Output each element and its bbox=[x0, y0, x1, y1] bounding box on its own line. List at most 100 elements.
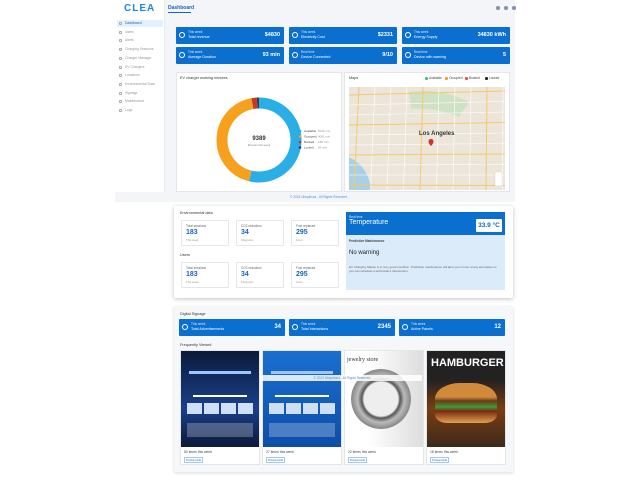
image-bar bbox=[275, 395, 329, 397]
menu-icon bbox=[119, 91, 122, 95]
page-title: Dashboard bbox=[168, 5, 195, 11]
image-tile bbox=[269, 403, 284, 414]
signage-card: This week Active Panels 12 bbox=[399, 319, 505, 336]
map-legend-dot bbox=[465, 77, 468, 80]
image-text: jewelry store bbox=[347, 357, 379, 363]
overlay-footer: © 2023 Ubiquitous - All Rights Reserved bbox=[262, 375, 422, 381]
logo: CLEA bbox=[124, 3, 156, 14]
stat-icon bbox=[405, 52, 411, 58]
item-views: 27 times this week bbox=[266, 450, 294, 454]
legend-dot bbox=[298, 140, 302, 144]
menu-icon bbox=[119, 109, 122, 112]
stat-card: Real time Device with warning 5 bbox=[402, 47, 510, 64]
item-tag: Product Ads bbox=[184, 457, 204, 463]
map-road bbox=[349, 184, 505, 186]
footer: © 2023 Ubiquitous - All Rights Reserved bbox=[290, 195, 347, 199]
signage-label: Active Panels bbox=[411, 327, 433, 331]
signage-period: This week bbox=[411, 322, 426, 326]
map-road bbox=[485, 87, 488, 190]
map-road bbox=[403, 87, 408, 190]
map-legend-name: Locked bbox=[489, 76, 500, 80]
legend-name: Locked bbox=[304, 146, 314, 150]
stat-label: Electricity Cost bbox=[301, 35, 325, 39]
temperature-value: 33.9 °C bbox=[476, 219, 502, 232]
menu-icon bbox=[119, 30, 122, 34]
map: Los Angeles bbox=[349, 87, 505, 190]
map-road bbox=[349, 90, 505, 96]
signage-period: This week bbox=[301, 322, 316, 326]
section-title: Frequently Viewed bbox=[180, 343, 212, 347]
legend-value: 5046 min bbox=[318, 129, 331, 133]
chart-title: EV charger working minutes bbox=[180, 76, 228, 80]
map-road bbox=[349, 164, 505, 166]
item-tag: Product Ads bbox=[266, 457, 286, 463]
menu-icon bbox=[119, 82, 122, 86]
stat-label: Total revenue bbox=[188, 35, 210, 39]
menu-icon bbox=[119, 56, 122, 60]
item-image: jewelry store bbox=[345, 351, 423, 447]
metric-value: 183 bbox=[186, 271, 198, 278]
signage-label: Total Interactions bbox=[301, 327, 329, 331]
stat-card: This week Total revenue $4830 bbox=[176, 27, 284, 44]
metric-label: CO2 reduction bbox=[241, 224, 262, 228]
signage-card: This week Total Advertisements 34 bbox=[179, 319, 285, 336]
map-title: Maps bbox=[349, 76, 359, 80]
map-legend-name: Booked bbox=[469, 76, 480, 80]
menu-item: Environmental Data bbox=[125, 81, 155, 86]
stat-value: 93 min bbox=[262, 52, 280, 58]
image-bar bbox=[189, 371, 251, 374]
map-road bbox=[502, 87, 504, 190]
maintenance-status: No warning bbox=[349, 250, 380, 256]
map-road bbox=[370, 87, 376, 190]
header-icon bbox=[496, 6, 500, 10]
section-title: Users bbox=[180, 253, 190, 257]
stat-icon bbox=[179, 52, 185, 58]
stat-label: Device with warning bbox=[414, 55, 446, 59]
stat-icon bbox=[292, 32, 298, 38]
metric-card: Fuel replaced 295 Liters bbox=[291, 220, 339, 246]
metric-label: Total sessions bbox=[186, 266, 207, 270]
image-tile bbox=[187, 403, 202, 414]
metric-label: Total sessions bbox=[186, 224, 207, 228]
metric-unit: This week bbox=[186, 280, 199, 284]
legend-name: Booked bbox=[304, 140, 315, 144]
menu-item: Locations bbox=[125, 73, 140, 78]
map-road bbox=[349, 122, 505, 126]
section-title: Digital Signage bbox=[180, 312, 206, 316]
map-road bbox=[419, 87, 424, 190]
metric-unit: Kilograms bbox=[241, 280, 254, 284]
signage-value: 2345 bbox=[377, 324, 391, 330]
metric-unit: Liters bbox=[296, 280, 303, 284]
metric-value: 295 bbox=[296, 229, 308, 236]
menu-item: EV Chargers bbox=[125, 64, 145, 69]
menu-icon bbox=[119, 48, 122, 52]
map-legend-dot bbox=[485, 77, 488, 80]
metric-value: 295 bbox=[296, 271, 308, 278]
stat-label: Average Duration bbox=[188, 55, 216, 59]
metric-card: Total sessions 183 This week bbox=[181, 262, 229, 288]
item-tag: Product Ads bbox=[348, 457, 368, 463]
image-tile bbox=[303, 403, 318, 414]
stat-value: $2331 bbox=[377, 32, 393, 38]
image-bar bbox=[271, 371, 333, 374]
legend-value: 188 min bbox=[318, 140, 329, 144]
menu-item: Dashboard bbox=[125, 21, 142, 25]
metric-value: 183 bbox=[186, 229, 198, 236]
metric-unit: Kilograms bbox=[241, 238, 254, 242]
legend-dot bbox=[298, 129, 302, 133]
map-legend-name: Available bbox=[429, 76, 442, 80]
item-views: 18 times this week bbox=[430, 450, 458, 454]
image-text: HAMBURGER bbox=[431, 357, 504, 369]
metric-unit: Liters bbox=[296, 238, 303, 242]
map-city: Los Angeles bbox=[419, 131, 455, 137]
menu-item: Charging Sessions bbox=[125, 47, 154, 52]
sidebar bbox=[115, 0, 165, 192]
metric-value: 34 bbox=[241, 229, 249, 236]
stat-icon bbox=[182, 324, 188, 330]
metric-card: CO2 reduction 34 Kilograms bbox=[236, 220, 284, 246]
donut-segment bbox=[216, 97, 302, 183]
stat-card: Real time Device Connected 9/10 bbox=[289, 47, 397, 64]
map-road bbox=[436, 87, 440, 190]
stat-icon bbox=[402, 324, 408, 330]
